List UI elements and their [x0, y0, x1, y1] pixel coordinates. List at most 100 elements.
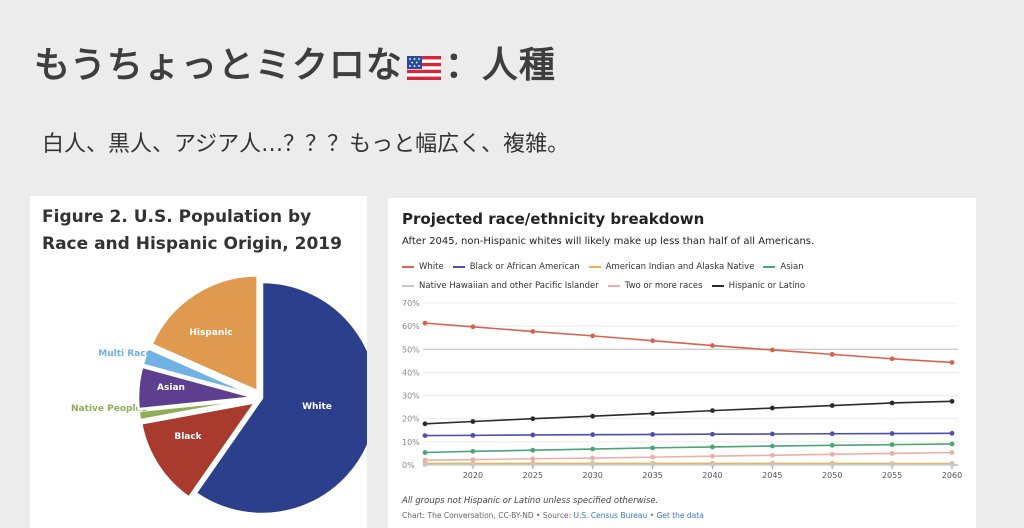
y-tick-label: 50% — [402, 345, 420, 354]
data-point — [650, 432, 655, 437]
data-point — [650, 454, 655, 460]
legend-item-hispanic-or-latino: Hispanic or Latino — [711, 281, 805, 291]
us-flag-icon — [406, 56, 441, 80]
legend-label: Asian — [780, 262, 804, 272]
pie-label-black: Black — [174, 432, 202, 442]
data-point — [470, 324, 476, 330]
data-point — [889, 442, 895, 448]
legend-row: White Black or African American American I… — [402, 261, 813, 272]
legend-swatch — [607, 285, 620, 287]
x-tick-label: 2050 — [822, 471, 842, 480]
x-tick-label: 2020 — [463, 471, 483, 480]
data-point — [650, 462, 655, 467]
data-point — [710, 343, 715, 348]
line-chart: 0% 10% 20% 30% 40% 50% 60% 70% 2020 2025 2030 2035 2… — [402, 299, 962, 480]
data-point — [590, 333, 596, 339]
data-point — [710, 444, 715, 450]
data-point — [949, 430, 955, 436]
data-point — [829, 442, 835, 448]
line-chart-subtitle: After 2045, non-Hispanic whites will lik… — [402, 236, 815, 247]
data-point — [949, 398, 955, 404]
slide-title-part1: もうちょっとミクロな — [34, 45, 403, 86]
data-point — [710, 453, 715, 459]
legend-swatch — [763, 266, 776, 268]
data-point — [829, 403, 835, 408]
line-chart-title: Projected race/ethnicity breakdown — [402, 210, 705, 228]
x-tick-label: 2040 — [702, 471, 722, 480]
data-point — [422, 457, 428, 463]
pie-label-hispanic: Hispanic — [189, 328, 232, 338]
data-point — [422, 462, 428, 467]
data-point — [650, 410, 655, 416]
data-point — [422, 320, 428, 326]
x-tick-label: 2030 — [583, 471, 603, 480]
legend-swatch — [588, 266, 601, 268]
y-tick-label: 60% — [402, 322, 420, 331]
data-point — [769, 443, 775, 449]
source-separator: • — [647, 511, 657, 520]
pie-slice-asian — [136, 365, 255, 411]
data-point — [829, 351, 835, 357]
x-tick-label: 2055 — [882, 471, 902, 480]
data-point — [470, 419, 476, 424]
data-point — [949, 450, 955, 455]
line-chart-panel: Projected race/ethnicity breakdown After… — [388, 198, 976, 528]
data-point — [470, 462, 476, 467]
y-tick-label: 70% — [402, 299, 420, 308]
legend-swatch — [452, 266, 465, 268]
data-point — [422, 433, 428, 439]
data-point — [590, 446, 596, 452]
legend-label: Native Hawaiian and other Pacific Island… — [419, 281, 599, 291]
legend-item-american-indian-and-alaska-native: American Indian and Alaska Native — [588, 262, 755, 272]
data-point — [829, 462, 835, 467]
pie-chart-panel: Figure 2. U.S. Population by Race and Hi… — [30, 196, 367, 528]
data-point — [530, 456, 536, 462]
pie-slice-black — [139, 400, 259, 500]
data-point — [829, 451, 835, 457]
pie-label-multi-race: Multi Race — [98, 349, 151, 359]
legend-swatch — [711, 285, 724, 287]
data-point — [590, 462, 596, 467]
data-point — [530, 416, 536, 422]
legend-label: Two or more races — [624, 281, 703, 291]
data-point — [769, 431, 775, 437]
data-point — [889, 356, 895, 362]
data-point — [590, 413, 596, 419]
pie-slice-white — [193, 280, 367, 516]
slide-title-part2: ：人種 — [444, 45, 556, 86]
get-data-link[interactable]: Get the data — [656, 511, 704, 520]
census-bureau-link[interactable]: U.S. Census Bureau — [573, 511, 648, 520]
data-point — [422, 450, 428, 455]
data-point — [530, 432, 536, 438]
y-tick-label: 40% — [402, 368, 420, 377]
data-point — [590, 432, 596, 438]
x-tick-label: 2025 — [523, 471, 543, 480]
data-point — [650, 338, 655, 344]
legend-label: American Indian and Alaska Native — [605, 262, 755, 272]
data-point — [590, 455, 596, 461]
series-line-two-or-more-races — [424, 451, 953, 461]
data-point — [769, 405, 775, 411]
x-tick-label: 2060 — [942, 471, 962, 480]
pie-label-white: White — [302, 402, 332, 412]
pie-slice-multi-race — [141, 346, 255, 397]
data-point — [530, 329, 536, 334]
legend-item-native-hawaiian-and-other-pacific-islander: Native Hawaiian and other Pacific Island… — [402, 281, 599, 291]
y-tick-label: 30% — [402, 392, 420, 401]
series-line-hispanic-or-latino — [424, 400, 953, 425]
x-tick-label: 2045 — [762, 471, 782, 480]
data-point — [530, 462, 536, 467]
legend-item-black-or-african-american: Black or African American — [452, 262, 580, 272]
y-tick-label: 10% — [402, 438, 420, 447]
pie-label-asian: Asian — [157, 383, 185, 393]
legend-swatch — [402, 285, 414, 287]
data-point — [889, 400, 895, 406]
data-point — [829, 431, 835, 437]
data-point — [710, 408, 715, 414]
x-tick-label: 2035 — [642, 471, 662, 480]
source-text: Chart: The Conversation, CC-BY-ND • Sour… — [402, 511, 572, 520]
data-point — [949, 360, 955, 365]
legend-swatch — [402, 266, 414, 268]
series-line-white — [424, 322, 953, 364]
data-point — [710, 431, 715, 437]
